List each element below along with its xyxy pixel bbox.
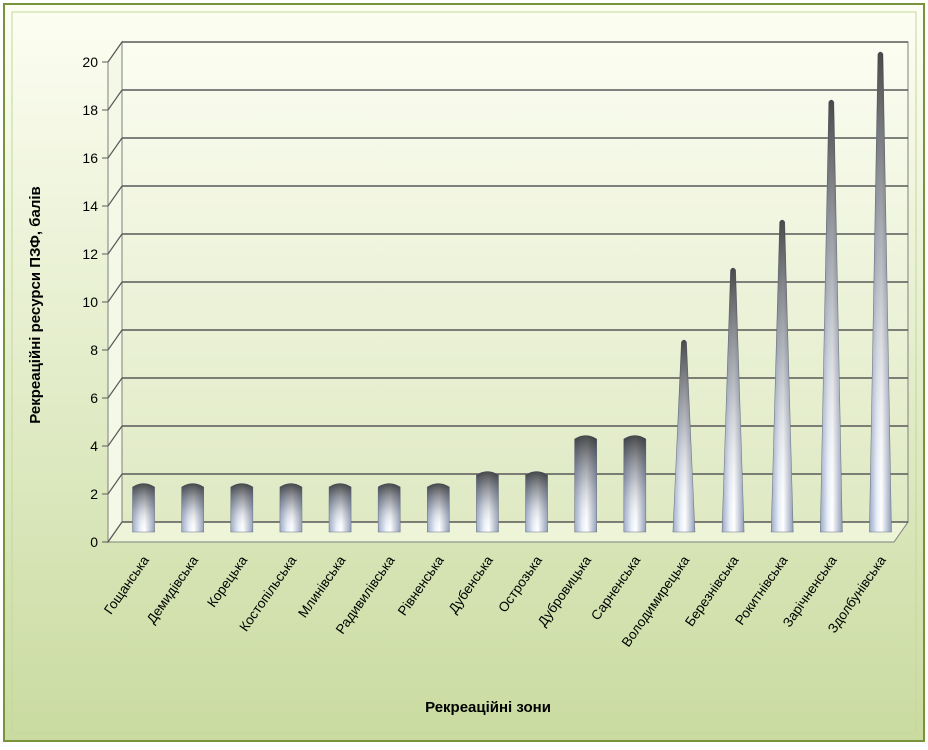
bar bbox=[279, 483, 303, 533]
gridline-side bbox=[107, 137, 123, 159]
bar-shade bbox=[672, 340, 695, 532]
y-axis-label: Рекреаційні ресурси ПЗФ, балів bbox=[27, 186, 44, 424]
bar-shade bbox=[279, 483, 302, 532]
y-tick-label: 8 bbox=[90, 342, 98, 358]
bar bbox=[181, 483, 204, 533]
y-tick-label: 2 bbox=[90, 486, 98, 502]
bar-shade bbox=[476, 471, 499, 532]
bar bbox=[574, 435, 597, 533]
bar bbox=[525, 471, 548, 533]
bars bbox=[132, 51, 892, 533]
chart-inner-border bbox=[11, 11, 917, 734]
bar bbox=[377, 483, 401, 533]
gridline-side bbox=[107, 233, 123, 255]
bar-shade bbox=[869, 52, 892, 532]
bar-shade bbox=[722, 268, 745, 532]
bar bbox=[328, 483, 352, 533]
y-tick-label: 10 bbox=[82, 294, 98, 310]
bar-shade bbox=[329, 483, 352, 532]
y-tick-label: 16 bbox=[82, 150, 98, 166]
y-tick-label: 12 bbox=[82, 246, 98, 262]
bar-shade bbox=[771, 220, 794, 532]
bar-shade bbox=[132, 483, 155, 532]
bar bbox=[476, 471, 499, 533]
bar-shade bbox=[378, 483, 401, 532]
gridline-side bbox=[107, 281, 123, 303]
gridline-side bbox=[107, 521, 123, 543]
bar-shade bbox=[427, 483, 450, 532]
y-tick-label: 6 bbox=[90, 390, 98, 406]
gridline-side bbox=[107, 473, 123, 495]
bar bbox=[672, 339, 696, 533]
gridline-side bbox=[107, 329, 123, 351]
gridline-side bbox=[107, 89, 123, 111]
bar bbox=[427, 483, 450, 533]
gridline-side bbox=[107, 425, 123, 447]
bar bbox=[820, 99, 843, 533]
bar-shade bbox=[623, 435, 646, 532]
y-tick-labels: 0 2 4 6 8 10 12 14 16 18 20 bbox=[82, 54, 98, 550]
bar-shade bbox=[820, 100, 843, 532]
gridline-side bbox=[107, 185, 123, 207]
gridline-side bbox=[107, 377, 123, 399]
y-tick-label: 20 bbox=[82, 54, 98, 70]
bar bbox=[869, 51, 892, 533]
y-tick-label: 18 bbox=[82, 102, 98, 118]
bar bbox=[132, 483, 155, 533]
bar bbox=[721, 267, 745, 533]
y-tick-label: 4 bbox=[90, 438, 98, 454]
bar bbox=[230, 483, 254, 533]
bar-shade bbox=[525, 471, 548, 532]
bar-shade bbox=[181, 483, 204, 532]
bar bbox=[770, 219, 794, 533]
y-tick-label: 0 bbox=[90, 534, 98, 550]
bar-shade bbox=[230, 483, 253, 532]
bar bbox=[623, 435, 647, 533]
gridline-side bbox=[107, 41, 123, 63]
bar-shade bbox=[574, 435, 597, 532]
y-tick-label: 14 bbox=[82, 198, 98, 214]
x-axis-label: Рекреаційні зони bbox=[425, 699, 551, 716]
